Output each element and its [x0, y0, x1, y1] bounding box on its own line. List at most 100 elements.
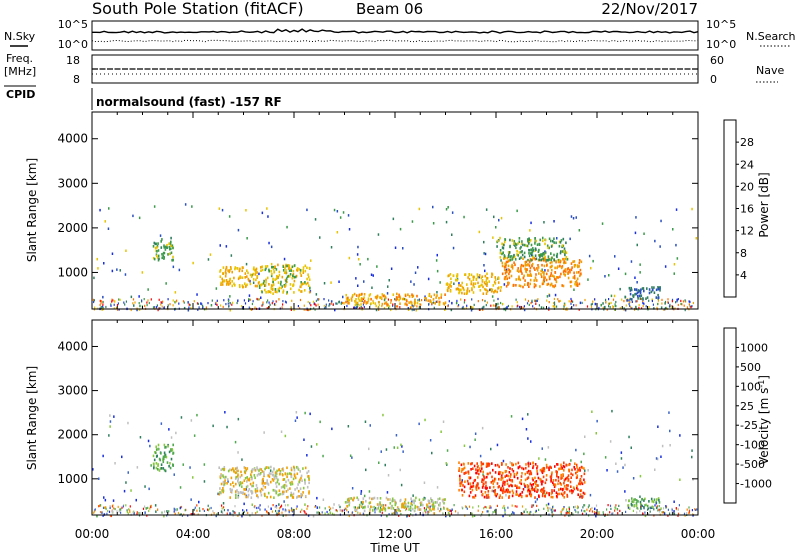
echo-cell — [541, 482, 543, 486]
scatter-cell — [527, 437, 529, 440]
echo-cell — [438, 300, 441, 304]
echo-cell — [543, 276, 545, 279]
scatter-cell — [424, 295, 426, 298]
scatter-cell — [657, 425, 659, 428]
clutter-cell — [669, 512, 671, 515]
clutter-cell — [348, 514, 350, 518]
scatter-cell — [435, 259, 438, 262]
echo-cell — [565, 251, 568, 254]
scatter-cell — [606, 469, 608, 472]
clutter-cell — [168, 510, 170, 513]
echo-cell — [221, 283, 224, 286]
clutter-cell — [447, 507, 449, 510]
echo-cell — [484, 282, 487, 286]
echo-cell — [278, 286, 281, 290]
echo-cell — [302, 268, 304, 272]
echo-cell — [433, 505, 435, 509]
echo-cell — [478, 469, 480, 472]
echo-cell — [486, 475, 488, 479]
echo-cell — [152, 245, 155, 248]
clutter-cell — [297, 305, 299, 308]
echo-cell — [527, 489, 529, 493]
clutter-cell — [160, 303, 162, 306]
echo-cell — [267, 483, 270, 486]
echo-cell — [570, 472, 572, 476]
echo-cell — [550, 480, 552, 483]
echo-cell — [220, 474, 222, 478]
echo-cell — [505, 463, 507, 466]
echo-cell — [410, 497, 412, 500]
echo-cell — [534, 496, 536, 499]
echo-cell — [528, 472, 531, 476]
clutter-cell — [482, 306, 484, 309]
scatter-cell — [653, 307, 655, 310]
echo-cell — [507, 474, 510, 478]
echo-cell — [478, 274, 481, 277]
echo-cell — [397, 506, 399, 509]
y-tick-label: 4000 — [57, 339, 88, 353]
clutter-cell — [249, 298, 251, 301]
clutter-cell — [403, 297, 405, 301]
echo-cell — [565, 270, 567, 273]
echo-cell — [367, 505, 369, 508]
scatter-cell — [328, 303, 331, 306]
echo-cell — [472, 485, 475, 488]
clutter-cell — [554, 303, 556, 306]
echo-cell — [228, 279, 231, 283]
scatter-cell — [96, 514, 98, 518]
echo-cell — [227, 478, 229, 481]
echo-cell — [285, 271, 287, 275]
scatter-cell — [587, 469, 589, 472]
echo-cell — [509, 478, 512, 482]
echo-cell — [658, 287, 660, 291]
echo-cell — [470, 462, 472, 466]
echo-cell — [659, 289, 661, 292]
echo-cell — [168, 450, 171, 454]
scatter-cell — [414, 271, 417, 274]
noise-left-tick-top: 10^5 — [58, 18, 88, 31]
echo-cell — [522, 243, 524, 247]
clutter-cell — [691, 305, 693, 308]
scatter-cell — [157, 256, 159, 259]
scatter-cell — [155, 253, 158, 256]
echo-cell — [581, 495, 584, 498]
scatter-cell — [523, 510, 525, 514]
echo-cell — [515, 243, 518, 246]
power-colorbar-label: Power [dB] — [757, 172, 771, 237]
clutter-cell — [466, 507, 468, 510]
clutter-cell — [619, 509, 621, 512]
echo-cell — [399, 297, 402, 300]
echo-cell — [493, 280, 496, 284]
echo-cell — [272, 265, 274, 269]
echo-cell — [560, 272, 562, 276]
clutter-cell — [538, 508, 540, 511]
echo-cell — [516, 476, 519, 480]
echo-cell — [266, 265, 269, 268]
clutter-cell — [645, 305, 647, 308]
clutter-cell — [319, 506, 321, 509]
clutter-cell — [552, 305, 554, 308]
echo-cell — [631, 500, 633, 503]
clutter-cell — [410, 513, 412, 516]
echo-cell — [256, 489, 259, 493]
echo-cell — [560, 463, 562, 467]
clutter-cell — [255, 512, 257, 515]
echo-cell — [560, 266, 563, 270]
echo-cell — [579, 493, 582, 496]
scatter-cell — [96, 257, 98, 261]
echo-cell — [292, 477, 295, 481]
echo-cell — [508, 268, 510, 272]
scatter-cell — [394, 246, 397, 249]
echo-cell — [308, 492, 310, 495]
clutter-cell — [93, 300, 95, 304]
clutter-cell — [188, 306, 190, 309]
scatter-cell — [218, 207, 221, 210]
echo-cell — [529, 272, 532, 276]
echo-cell — [500, 478, 502, 481]
echo-cell — [270, 274, 273, 278]
clutter-cell — [152, 306, 155, 309]
echo-cell — [306, 266, 308, 270]
scatter-cell — [399, 468, 401, 472]
clutter-cell — [339, 506, 341, 509]
echo-cell — [563, 479, 566, 482]
